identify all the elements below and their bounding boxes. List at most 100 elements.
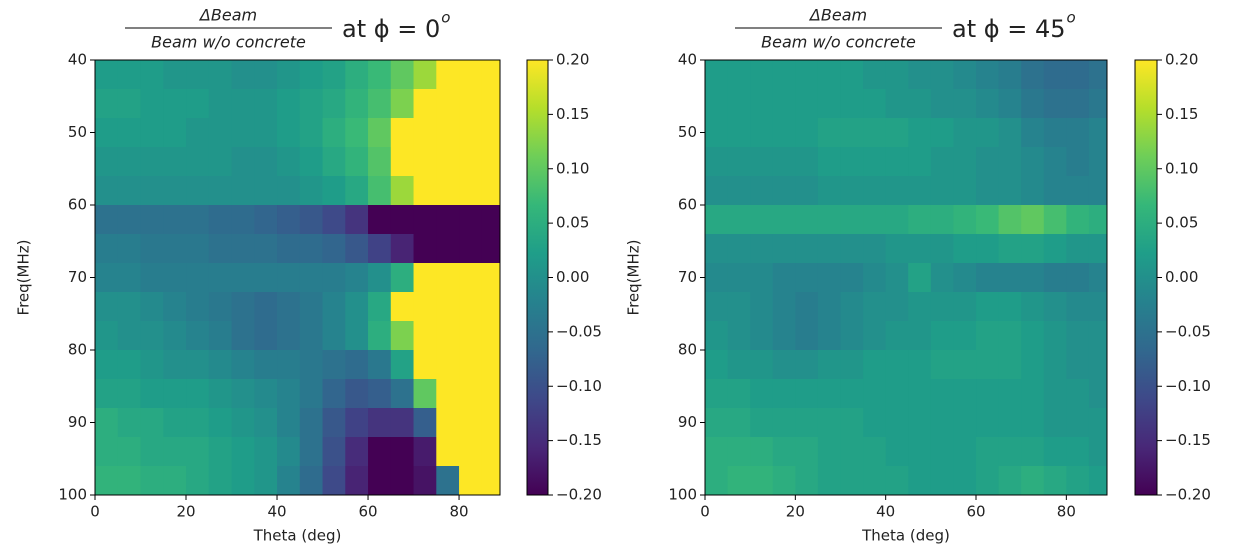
heatmap-cell [186,379,210,409]
heatmap-cell [705,263,729,293]
heatmap-cell [368,205,392,235]
heatmap-cell [368,321,392,351]
heatmap-cell [117,118,142,148]
x-tick-label: 80 [1057,503,1076,521]
heatmap-cell [863,205,887,235]
heatmap-cell [976,89,1000,119]
heatmap-cell [1021,234,1045,264]
heatmap-cell [231,89,255,119]
heatmap-cell [254,60,278,90]
heatmap-cell [863,292,887,322]
heatmap-cell [817,60,842,90]
heatmap-cell [817,263,842,293]
heatmap-cell [750,379,774,409]
heatmap-cell [277,205,301,235]
title-numerator: ΔBeam [808,6,867,25]
heatmap-cell [750,408,774,438]
heatmap-cell [208,379,233,409]
heatmap-cell [772,205,796,235]
heatmap-cell [163,89,187,119]
heatmap-cell [1066,147,1090,177]
heatmap-cell [817,437,842,467]
heatmap-cell [998,350,1022,380]
colorbar-tick-label: −0.20 [556,486,602,504]
x-tick-label: 80 [449,503,468,521]
heatmap-cell [863,321,887,351]
heatmap-cell [117,408,142,438]
heatmap-cell [95,89,119,119]
heatmap-cell [186,147,210,177]
heatmap-cell [208,408,233,438]
heatmap-cell [231,263,255,293]
y-axis-label: Freq(MHz) [625,240,643,316]
heatmap-cell [1088,176,1107,206]
heatmap-cell [705,321,729,351]
heatmap-cell [163,147,187,177]
heatmap-cell [998,205,1022,235]
heatmap-cell [998,234,1022,264]
heatmap-cell [863,408,887,438]
heatmap-cell [390,118,415,148]
heatmap-cell [998,89,1022,119]
heatmap-cell [95,321,119,351]
heatmap-cell [163,263,187,293]
title-denominator: Beam w/o concrete [761,33,916,52]
heatmap-cell [840,437,864,467]
heatmap-cell [908,437,932,467]
heatmap-cell [727,437,751,467]
heatmap-cell [840,147,864,177]
heatmap-cell [1043,147,1067,177]
heatmap-cell [208,205,233,235]
heatmap [95,60,500,495]
heatmap-cell [231,118,255,148]
heatmap-cell [930,118,955,148]
heatmap-cell [953,466,977,495]
heatmap-cell [117,263,142,293]
heatmap-cell [459,466,483,495]
heatmap-cell [413,350,437,380]
heatmap-cell [322,437,346,467]
heatmap-cell [254,321,278,351]
heatmap-cell [976,234,1000,264]
heatmap-cell [795,60,819,90]
heatmap-cell [908,466,932,495]
heatmap-cell [208,263,233,293]
colorbar-tick-label: 0.00 [556,268,589,286]
heatmap-cell [817,408,842,438]
heatmap-cell [750,147,774,177]
heatmap-cell [930,379,955,409]
heatmap-cell [1088,292,1107,322]
heatmap-cell [390,350,415,380]
heatmap-cell [436,89,460,119]
heatmap-cell [840,408,864,438]
heatmap-cell [998,379,1022,409]
heatmap-cell [976,350,1000,380]
heatmap-cell [863,234,887,264]
heatmap-cell [186,205,210,235]
heatmap-cell [930,176,955,206]
heatmap-cell [1043,321,1067,351]
heatmap-cell [345,147,369,177]
heatmap-cell [930,89,955,119]
heatmap-cell [186,60,210,90]
heatmap-cell [322,292,346,322]
heatmap-cell [254,379,278,409]
heatmap-cell [705,60,729,90]
heatmap-cell [117,466,142,495]
heatmap-cell [186,350,210,380]
heatmap-cell [863,466,887,495]
heatmap-cell [998,118,1022,148]
heatmap-cell [481,408,500,438]
heatmap-cell [1021,437,1045,467]
heatmap-cell [976,60,1000,90]
heatmap-cell [231,205,255,235]
heatmap-cell [208,437,233,467]
heatmap-cell [436,60,460,90]
heatmap-cell [322,118,346,148]
heatmap-cell [750,466,774,495]
heatmap-cell [817,466,842,495]
heatmap-cell [1043,350,1067,380]
heatmap-cell [254,118,278,148]
heatmap-cell [885,205,909,235]
heatmap-cell [908,263,932,293]
